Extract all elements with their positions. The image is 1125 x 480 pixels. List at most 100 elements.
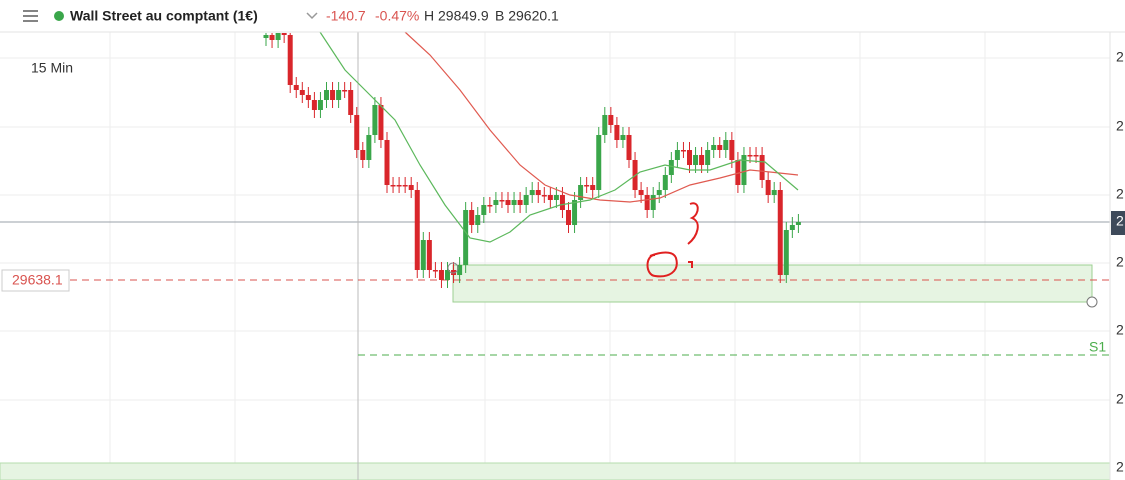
candle-body xyxy=(505,200,511,205)
axis-label: 2 xyxy=(1116,118,1124,134)
candle-body xyxy=(469,210,475,225)
candle-body xyxy=(305,95,311,100)
candle-body xyxy=(378,105,384,140)
candle-body xyxy=(783,230,789,275)
change: -140.7 xyxy=(326,8,366,24)
candle-body xyxy=(699,155,705,165)
candle-body xyxy=(336,90,342,100)
session-low: B 29620.1 xyxy=(495,8,559,24)
annotation-scribble xyxy=(688,261,693,268)
candle-body xyxy=(463,210,469,265)
candle-body xyxy=(523,195,529,205)
axis-label: 2 xyxy=(1116,49,1124,65)
candle-body xyxy=(330,90,336,100)
candle-body xyxy=(789,225,795,230)
support-label: S1 xyxy=(1089,339,1106,355)
candle-body xyxy=(269,35,275,40)
candle-body xyxy=(511,200,517,205)
candle-body xyxy=(317,100,323,110)
candle-body xyxy=(795,222,801,225)
candle-body xyxy=(402,185,408,187)
annotation-circle xyxy=(646,251,678,278)
axis-label: 2 xyxy=(1116,213,1124,229)
candle-body xyxy=(723,140,729,150)
candle-body xyxy=(668,160,674,175)
candle-body xyxy=(311,100,317,110)
axis-label: 2 xyxy=(1116,391,1124,407)
menu-icon[interactable] xyxy=(23,10,38,22)
candle-body xyxy=(680,150,686,152)
header-bar xyxy=(0,0,1125,32)
candle-body xyxy=(342,90,348,92)
candle-body xyxy=(638,190,644,195)
candle-body xyxy=(517,200,523,205)
candle-body xyxy=(372,105,378,135)
moving-average-slow xyxy=(404,31,799,203)
candle-body xyxy=(590,185,596,190)
candle-body xyxy=(674,150,680,160)
zone-handle[interactable] xyxy=(1086,296,1098,308)
zone-handle[interactable] xyxy=(447,262,459,274)
candle-body xyxy=(414,190,420,270)
candle-body xyxy=(626,135,632,160)
candle-body xyxy=(408,185,414,190)
instrument-title[interactable]: Wall Street au comptant (1€) xyxy=(70,8,258,24)
candle-body xyxy=(693,155,699,165)
change-percent: -0.47% xyxy=(375,8,419,24)
candle-body xyxy=(735,160,741,185)
current-price-box xyxy=(1111,211,1125,235)
candle-body xyxy=(608,115,614,125)
candle-body xyxy=(777,190,783,275)
candle-body xyxy=(384,140,390,185)
session-high: H 29849.9 xyxy=(424,8,489,24)
candle-body xyxy=(354,115,360,150)
candle-body xyxy=(493,200,499,205)
candle-body xyxy=(584,185,590,187)
candle-body xyxy=(293,85,299,90)
candle-body xyxy=(481,205,487,215)
candle-body xyxy=(499,200,505,202)
candle-body xyxy=(747,155,753,157)
candle-body xyxy=(348,90,354,115)
candle-body xyxy=(547,195,553,200)
status-dot xyxy=(54,11,64,21)
candle-body xyxy=(432,270,438,272)
candle-body xyxy=(420,240,426,270)
dropdown-icon[interactable] xyxy=(306,12,318,20)
candle-body xyxy=(553,195,559,200)
candle-body xyxy=(729,140,735,160)
candle-body xyxy=(602,115,608,135)
candle-body xyxy=(644,195,650,210)
axis-label: 2 xyxy=(1116,459,1124,475)
axis-label: 2 xyxy=(1116,254,1124,270)
candle-body xyxy=(765,180,771,195)
candle-body xyxy=(438,270,444,280)
candle-body xyxy=(559,195,565,210)
price-axis: 2 2 2 2 2 2 2 2 xyxy=(1116,49,1124,475)
candle-body xyxy=(275,33,281,40)
candle-body xyxy=(426,240,432,270)
candle-body xyxy=(717,145,723,150)
candle-body xyxy=(366,135,372,160)
candle-body xyxy=(656,190,662,195)
candle-body xyxy=(662,175,668,190)
axis-label: 2 xyxy=(1116,322,1124,338)
candle-body xyxy=(396,185,402,187)
candle-body xyxy=(741,155,747,185)
candle-body xyxy=(475,215,481,225)
candle-body xyxy=(281,33,287,35)
candle-body xyxy=(620,135,626,140)
candle-body xyxy=(711,145,717,150)
candle-body xyxy=(687,150,692,165)
candle-body xyxy=(360,150,366,160)
candle-body xyxy=(705,150,711,165)
candle-body xyxy=(324,90,329,100)
candle-body xyxy=(572,200,578,225)
bottom-zone xyxy=(0,462,1111,480)
candle-body xyxy=(263,35,269,38)
candle-body xyxy=(596,135,602,190)
axis-label: 2 xyxy=(1116,186,1124,202)
timeframe[interactable]: 15 Min xyxy=(31,60,73,76)
